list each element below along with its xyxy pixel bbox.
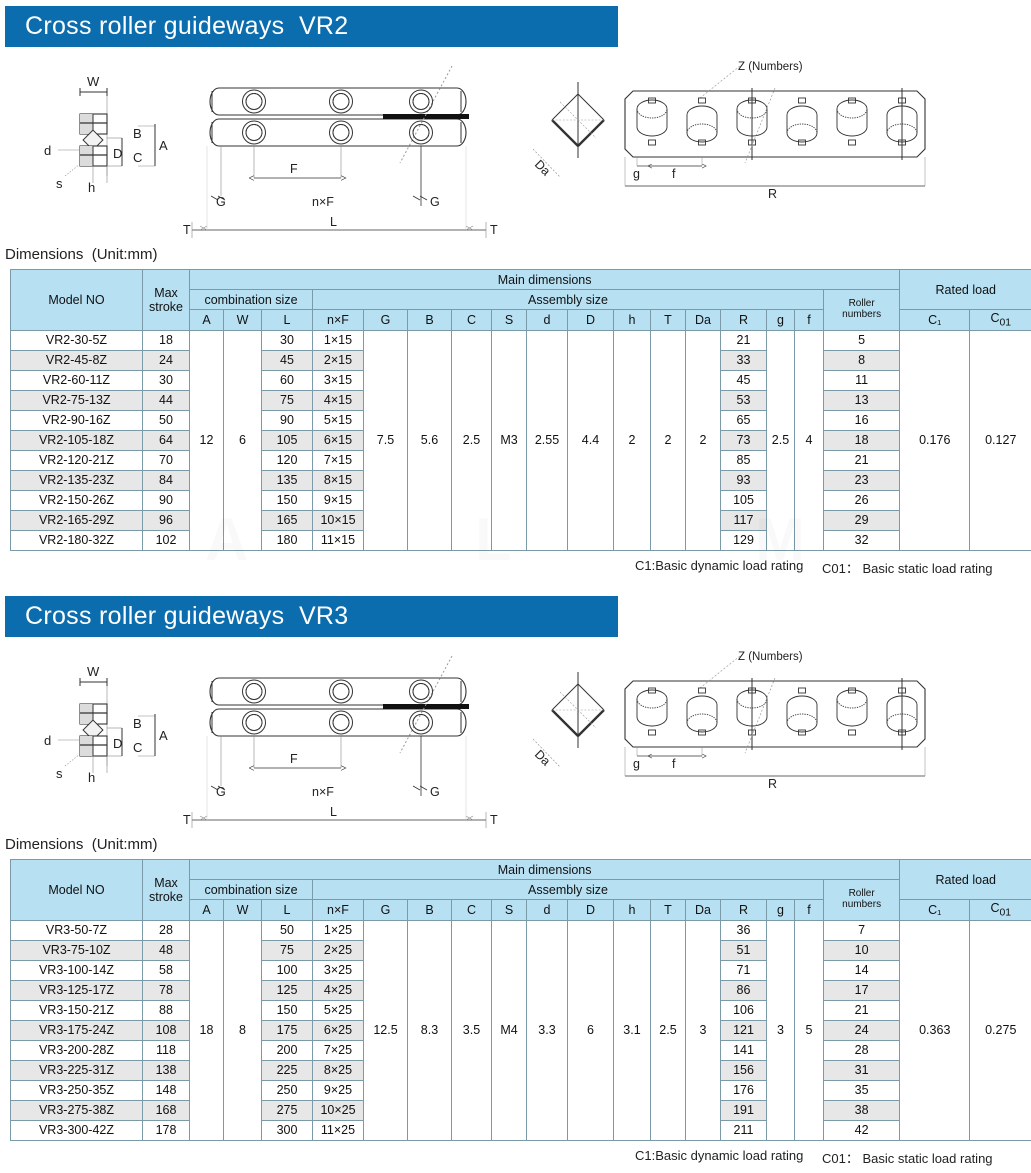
svg-text:Z (Numbers): Z (Numbers) xyxy=(738,61,803,73)
svg-text:T: T xyxy=(490,813,498,827)
svg-text:L: L xyxy=(330,215,337,229)
svg-text:f: f xyxy=(672,167,676,181)
svg-text:g: g xyxy=(633,167,640,181)
svg-text:R: R xyxy=(768,777,777,791)
svg-text:A: A xyxy=(159,728,168,743)
svg-text:T: T xyxy=(183,813,191,827)
svg-text:Da: Da xyxy=(532,747,553,768)
svg-text:R: R xyxy=(768,187,777,201)
svg-text:C: C xyxy=(133,740,142,755)
svg-text:D: D xyxy=(113,736,122,751)
svg-text:n×F: n×F xyxy=(312,195,334,209)
svg-text:d: d xyxy=(44,143,51,158)
svg-text:G: G xyxy=(430,785,440,799)
svg-text:g: g xyxy=(633,757,640,771)
svg-text:d: d xyxy=(44,733,51,748)
svg-text:G: G xyxy=(216,785,226,799)
svg-text:W: W xyxy=(87,664,100,679)
svg-text:G: G xyxy=(216,195,226,209)
svg-text:B: B xyxy=(133,716,142,731)
svg-text:G: G xyxy=(430,195,440,209)
svg-text:A: A xyxy=(159,138,168,153)
svg-text:F: F xyxy=(290,752,298,766)
svg-text:n×F: n×F xyxy=(312,785,334,799)
svg-text:h: h xyxy=(88,180,95,195)
svg-text:T: T xyxy=(490,223,498,237)
svg-text:s: s xyxy=(56,176,63,191)
svg-text:s: s xyxy=(56,766,63,781)
svg-text:Z (Numbers): Z (Numbers) xyxy=(738,651,803,663)
svg-text:B: B xyxy=(133,126,142,141)
svg-text:Da: Da xyxy=(532,157,553,178)
svg-text:F: F xyxy=(290,162,298,176)
svg-text:D: D xyxy=(113,146,122,161)
svg-text:C: C xyxy=(133,150,142,165)
svg-text:W: W xyxy=(87,74,100,89)
svg-text:h: h xyxy=(88,770,95,785)
svg-text:T: T xyxy=(183,223,191,237)
svg-text:f: f xyxy=(672,757,676,771)
svg-text:L: L xyxy=(330,805,337,819)
